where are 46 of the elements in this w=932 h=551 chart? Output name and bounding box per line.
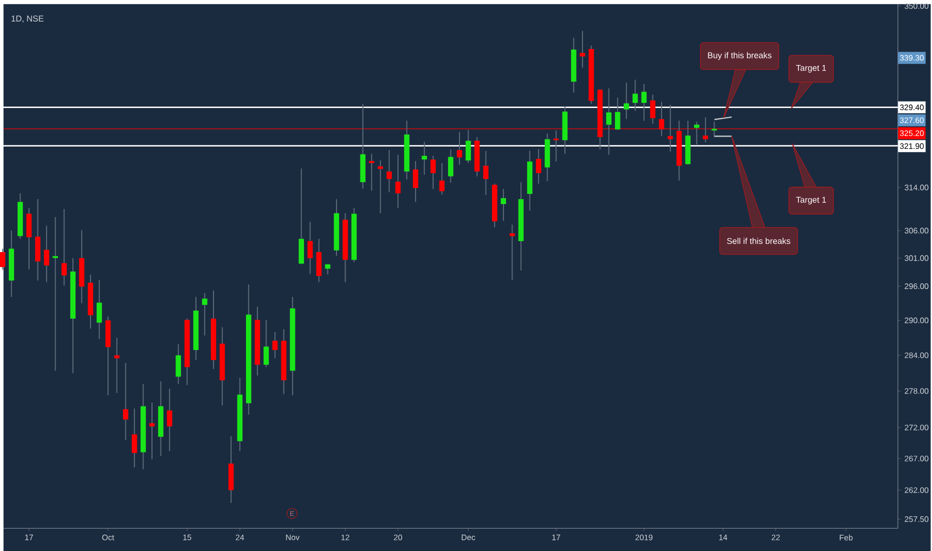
candlestick	[202, 292, 208, 336]
candlestick	[510, 224, 515, 280]
candlestick	[166, 388, 172, 452]
candlestick	[694, 121, 700, 145]
candlestick	[641, 83, 647, 122]
candlestick	[316, 238, 322, 283]
candlestick	[264, 319, 269, 368]
candlestick	[500, 188, 506, 222]
candlestick	[123, 362, 128, 440]
candlestick	[430, 155, 436, 190]
candlestick	[456, 131, 462, 166]
candlestick	[272, 331, 278, 359]
candlestick	[132, 408, 138, 468]
candlestick	[61, 208, 67, 286]
candlestick	[614, 97, 620, 130]
candlestick	[632, 79, 638, 112]
candlestick	[580, 30, 586, 68]
candlestick	[26, 207, 32, 270]
candlestick	[439, 162, 445, 195]
candlestick	[52, 216, 59, 372]
candlestick	[395, 154, 401, 208]
candlestick	[536, 148, 542, 184]
candlestick	[149, 402, 155, 460]
candlestick	[483, 150, 488, 196]
candlestick	[466, 129, 471, 164]
candlestick	[378, 160, 384, 214]
candlestick	[44, 225, 50, 283]
candlestick	[422, 141, 427, 176]
candlestick	[96, 279, 102, 340]
candlestick	[448, 148, 454, 184]
annotation: Target 1	[796, 196, 826, 204]
candlestick	[114, 337, 120, 394]
annotation: Target 1	[796, 64, 826, 72]
annotation: Buy if this breaks	[708, 52, 772, 60]
candlestick	[176, 344, 181, 384]
candlestick	[0, 248, 6, 270]
candlestick	[307, 221, 313, 274]
candlestick	[412, 160, 418, 202]
candlestick	[606, 88, 612, 156]
text: 1D, NSE	[12, 15, 44, 22]
candlestick	[650, 94, 656, 124]
candlestick	[386, 149, 392, 193]
candlestick	[624, 82, 630, 120]
candlestick	[712, 121, 717, 138]
candlestick	[368, 153, 374, 192]
annotation: Sell if this breaks	[727, 238, 790, 244]
